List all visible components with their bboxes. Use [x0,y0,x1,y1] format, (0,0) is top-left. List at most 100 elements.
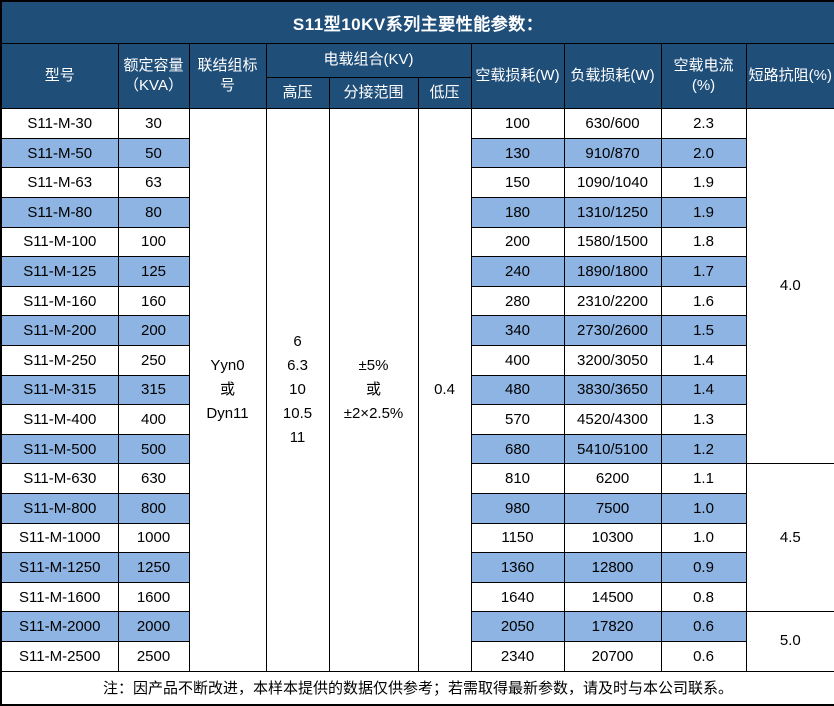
cell-capacity: 800 [117,493,190,524]
cell-no-load-loss: 130 [470,137,565,169]
cell-no-load-current: 1.6 [660,285,747,317]
cell-load-loss: 3830/3650 [563,374,662,406]
table-row: S11-M-500 500 680 5410/5100 1.2 [0,433,834,465]
footer-note-row: 注：因产品不断改进，本样本提供的数据仅供参考；若需取得最新参数，请及时与本公司联… [0,670,834,706]
col-header-connection: 联结组标号 [188,42,267,110]
cell-no-load-current: 1.0 [660,493,747,524]
cell-tap-range: ±5% 或 ±2×2.5% [328,108,419,672]
table-row: S11-M-100 100 200 1580/1500 1.8 [0,226,834,258]
table-row: S11-M-200 200 340 2730/2600 1.5 [0,315,834,347]
cell-no-load-current: 1.4 [660,345,747,376]
cell-load-loss: 2730/2600 [563,315,662,347]
cell-load-loss: 1890/1800 [563,256,662,287]
cell-no-load-current: 0.8 [660,581,747,613]
cell-no-load-current: 2.3 [660,108,747,139]
cell-model: S11-M-200 [0,315,119,347]
col-header-voltage-group: 电载组合(KV) [265,42,472,78]
cell-capacity: 30 [117,108,190,139]
cell-no-load-loss: 400 [470,345,565,376]
table-row: S11-M-50 50 130 910/870 2.0 [0,137,834,169]
table-row: S11-M-1600 1600 1640 14500 0.8 [0,581,834,613]
cell-load-loss: 3200/3050 [563,345,662,376]
cell-model: S11-M-63 [0,167,119,199]
cell-capacity: 200 [117,315,190,347]
cell-no-load-loss: 200 [470,226,565,258]
cell-load-loss: 1580/1500 [563,226,662,258]
cell-load-loss: 12800 [563,552,662,583]
cell-no-load-loss: 1640 [470,581,565,613]
cell-load-loss: 910/870 [563,137,662,169]
cell-connection-group: Yyn0 或 Dyn11 [188,108,267,672]
cell-capacity: 2500 [117,640,190,672]
col-header-model: 型号 [0,42,119,110]
col-header-no-load-current: 空载电流(%) [660,42,747,110]
col-header-impedance: 短路抗阻(%) [745,42,834,110]
cell-no-load-loss: 980 [470,493,565,524]
cell-capacity: 100 [117,226,190,258]
cell-no-load-current: 2.0 [660,137,747,169]
table-row: S11-M-400 400 570 4520/4300 1.3 [0,404,834,435]
cell-high-voltage: 6 6.3 10 10.5 11 [265,108,330,672]
cell-no-load-loss: 1150 [470,522,565,554]
cell-model: S11-M-1000 [0,522,119,554]
cell-model: S11-M-400 [0,404,119,435]
footer-note: 注：因产品不断改进，本样本提供的数据仅供参考；若需取得最新参数，请及时与本公司联… [0,670,834,706]
cell-no-load-current: 1.2 [660,433,747,465]
cell-impedance-group-1: 4.0 [745,108,834,465]
cell-load-loss: 5410/5100 [563,433,662,465]
table-row: S11-M-2000 2000 2050 17820 0.6 5.0 [0,611,834,672]
table-row: S11-M-1250 1250 1360 12800 0.9 [0,552,834,583]
cell-capacity: 125 [117,256,190,287]
cell-no-load-loss: 240 [470,256,565,287]
cell-no-load-current: 0.6 [660,640,747,672]
cell-capacity: 50 [117,137,190,169]
cell-capacity: 80 [117,197,190,228]
cell-no-load-current: 1.3 [660,404,747,435]
table-row: S11-M-800 800 980 7500 1.0 [0,493,834,524]
cell-capacity: 1000 [117,522,190,554]
cell-load-loss: 20700 [563,640,662,672]
cell-load-loss: 17820 [563,611,662,642]
cell-no-load-loss: 480 [470,374,565,406]
cell-no-load-current: 0.9 [660,552,747,583]
cell-no-load-current: 1.9 [660,197,747,228]
cell-no-load-loss: 2340 [470,640,565,672]
cell-load-loss: 2310/2200 [563,285,662,317]
cell-impedance-group-2: 4.5 [745,463,834,613]
cell-model: S11-M-315 [0,374,119,406]
cell-load-loss: 7500 [563,493,662,524]
table-row: S11-M-2500 2500 2340 20700 0.6 [0,640,834,672]
cell-low-voltage: 0.4 [417,108,472,672]
cell-model: S11-M-100 [0,226,119,258]
cell-no-load-loss: 570 [470,404,565,435]
cell-no-load-loss: 680 [470,433,565,465]
cell-no-load-current: 1.1 [660,463,747,495]
cell-no-load-current: 1.5 [660,315,747,347]
cell-no-load-loss: 810 [470,463,565,495]
table-row: S11-M-30 30 Yyn0 或 Dyn11 6 6.3 10 10.5 1… [0,108,834,672]
cell-load-loss: 6200 [563,463,662,495]
cell-capacity: 2000 [117,611,190,642]
cell-capacity: 1600 [117,581,190,613]
cell-no-load-current: 0.6 [660,611,747,642]
cell-model: S11-M-30 [0,108,119,139]
cell-capacity: 63 [117,167,190,199]
table-row: S11-M-315 315 480 3830/3650 1.4 [0,374,834,406]
cell-no-load-current: 1.8 [660,226,747,258]
cell-load-loss: 630/600 [563,108,662,139]
cell-capacity: 400 [117,404,190,435]
cell-model: S11-M-800 [0,493,119,524]
cell-load-loss: 4520/4300 [563,404,662,435]
cell-model: S11-M-1600 [0,581,119,613]
cell-capacity: 500 [117,433,190,465]
col-header-high-voltage: 高压 [265,76,330,110]
cell-no-load-loss: 2050 [470,611,565,642]
col-header-load-loss: 负载损耗(W) [563,42,662,110]
cell-no-load-loss: 100 [470,108,565,139]
table-row: S11-M-160 160 280 2310/2200 1.6 [0,285,834,317]
cell-model: S11-M-2500 [0,640,119,672]
header-row-2: 高压 分接范围 低压 [1,76,834,110]
cell-model: S11-M-50 [0,137,119,169]
cell-no-load-current: 1.0 [660,522,747,554]
